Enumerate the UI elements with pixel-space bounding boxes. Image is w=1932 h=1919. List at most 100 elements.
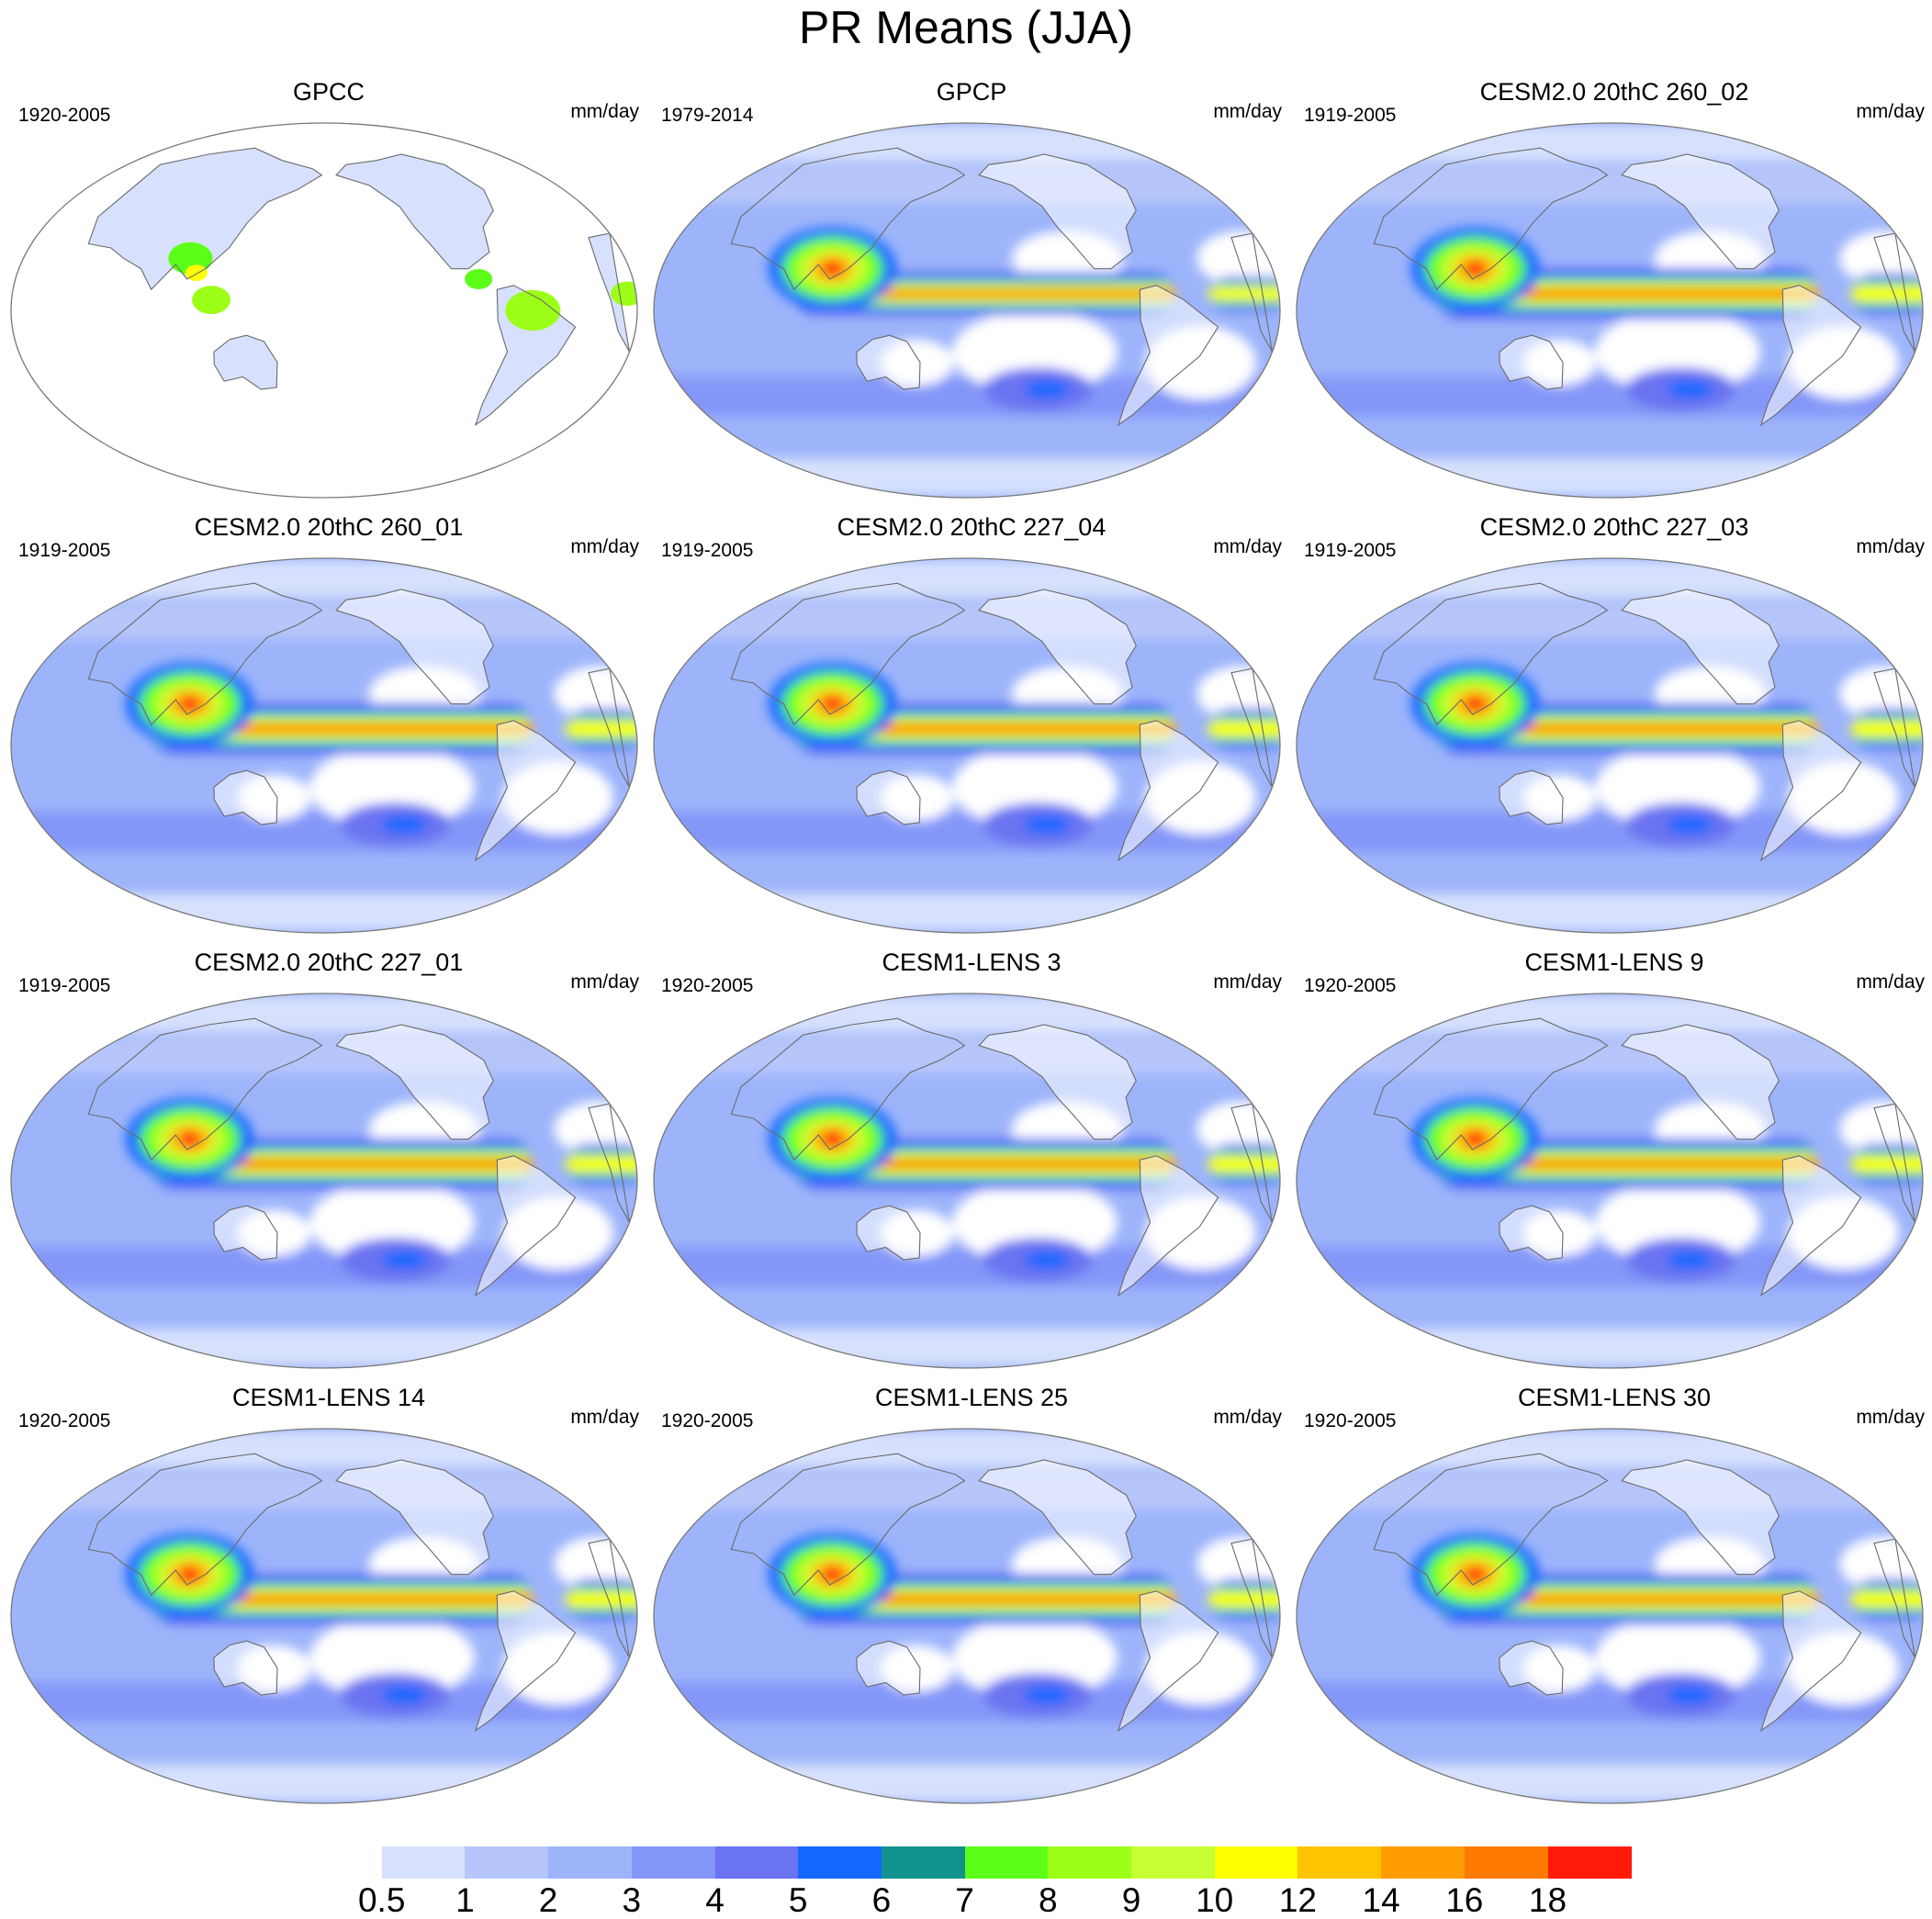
colorbar-tick-label: 2 [538,1881,558,1919]
map-panel: GPCC 1920-2005 mm/day [7,78,650,511]
panel-period: 1920-2005 [661,1410,754,1431]
colorbar-tick-label: 5 [788,1881,808,1919]
colorbar-tick-label: 7 [955,1881,974,1919]
map-panel: GPCP 1979-2014 mm/day [650,78,1293,511]
precip-field [1297,993,1923,1368]
panel-period: 1979-2014 [661,105,754,126]
colorbar-tick-label: 1 [455,1881,475,1919]
colorbar-swatch [631,1846,715,1879]
precip-field [1297,1429,1923,1803]
panel-title: CESM2.0 20thC 260_02 [1479,78,1749,106]
colorbar-swatch [1048,1846,1132,1879]
precip-map [653,993,1281,1369]
panel-units: mm/day [570,971,639,993]
colorbar-swatch [798,1846,882,1879]
map-panel: CESM2.0 20thC 260_01 1919-2005 mm/day [7,513,650,946]
colorbar-swatch [298,1846,383,1879]
precip-field [11,1429,637,1803]
map-panel: CESM1-LENS 9 1920-2005 mm/day [1293,948,1932,1381]
panel-period: 1919-2005 [1304,540,1397,561]
colorbar-swatch [1381,1846,1466,1879]
panel-units: mm/day [1213,971,1282,993]
map-panel: CESM2.0 20thC 227_04 1919-2005 mm/day [650,513,1293,946]
precip-map [10,993,638,1369]
precip-field [1297,123,1923,498]
map-panel: CESM1-LENS 14 1920-2005 mm/day [7,1384,650,1816]
panel-period: 1919-2005 [661,540,754,561]
precip-field [654,993,1280,1368]
map-panel-grid: GPCC 1920-2005 mm/day GPCP 1979-2014 mm/day CE… [7,78,1932,1816]
colorbar-tick-label: 3 [622,1881,642,1919]
colorbar-swatch [1131,1846,1216,1879]
precip-map [653,122,1281,499]
precip-map [10,557,638,934]
panel-period: 1920-2005 [18,1410,111,1431]
panel-title: CESM2.0 20thC 227_01 [194,948,464,976]
colorbar-tick-label: 14 [1362,1881,1400,1919]
panel-period: 1920-2005 [661,975,754,996]
panel-title: CESM2.0 20thC 260_01 [194,513,464,541]
figure-title: PR Means (JJA) [799,2,1133,53]
map-panel: CESM1-LENS 25 1920-2005 mm/day [650,1384,1293,1816]
colorbar-swatch [1214,1846,1298,1879]
colorbar-tick-label: 12 [1278,1881,1317,1919]
panel-units: mm/day [1856,1407,1925,1428]
colorbar-tick-label: 8 [1039,1881,1058,1919]
precip-map [1296,993,1924,1369]
colorbar-tick-label: 0.5 [357,1881,406,1919]
panel-title: CESM1-LENS 3 [882,948,1061,976]
map-panel: CESM1-LENS 3 1920-2005 mm/day [650,948,1293,1381]
precip-field [11,993,637,1368]
panel-title: CESM1-LENS 30 [1517,1384,1712,1411]
colorbar-swatch [1464,1846,1548,1879]
colorbar-swatch [465,1846,549,1879]
precip-field [654,123,1280,498]
map-panel: CESM1-LENS 30 1920-2005 mm/day [1293,1384,1932,1816]
precip-map [1296,557,1924,934]
colorbar-tick-label: 16 [1445,1881,1484,1919]
colorbar-swatch [1297,1846,1382,1879]
map-panel: CESM2.0 20thC 260_02 1919-2005 mm/day [1293,78,1932,511]
colorbar-tick-label: 9 [1121,1881,1141,1919]
colorbar-swatch [714,1846,799,1879]
colorbar-tick-label: 18 [1528,1881,1567,1919]
panel-period: 1919-2005 [18,975,111,996]
colorbar-swatch [1547,1846,1632,1879]
precip-field [654,1429,1280,1803]
precip-map [1296,1428,1924,1804]
panel-title: CESM2.0 20thC 227_04 [837,513,1106,541]
colorbar-tick-label: 10 [1196,1881,1234,1919]
precip-map [10,1428,638,1804]
panel-title: GPCP [936,78,1007,106]
precip-map [10,122,638,499]
panel-period: 1920-2005 [1304,1410,1397,1431]
precip-map [653,1428,1281,1804]
colorbar-tick-label: 4 [705,1881,724,1919]
panel-title: CESM2.0 20thC 227_03 [1479,513,1749,541]
panel-units: mm/day [1213,536,1282,557]
precip-field [654,558,1280,933]
map-panel: CESM2.0 20thC 227_03 1919-2005 mm/day [1293,513,1932,946]
panel-title: CESM1-LENS 9 [1524,948,1704,976]
panel-units: mm/day [1213,1407,1282,1428]
panel-period: 1920-2005 [1304,975,1397,996]
panel-title: CESM1-LENS 14 [231,1384,426,1411]
precip-map [1296,122,1924,499]
panel-title: CESM1-LENS 25 [874,1384,1069,1411]
colorbar-swatch [964,1846,1049,1879]
precip-field [11,123,637,498]
panel-period: 1919-2005 [18,540,111,561]
panel-units: mm/day [570,536,639,557]
panel-units: mm/day [570,1407,639,1428]
panel-units: mm/day [570,101,639,122]
precip-field [1297,558,1923,933]
panel-period: 1919-2005 [1304,105,1397,126]
colorbar-swatch [381,1846,466,1879]
panel-units: mm/day [1213,101,1282,122]
panel-units: mm/day [1856,101,1925,122]
panel-period: 1920-2005 [18,105,111,126]
panel-units: mm/day [1856,971,1925,993]
colorbar-tick-label: 6 [871,1881,892,1919]
precip-map [653,557,1281,934]
map-panel: CESM2.0 20thC 227_01 1919-2005 mm/day [7,948,650,1381]
